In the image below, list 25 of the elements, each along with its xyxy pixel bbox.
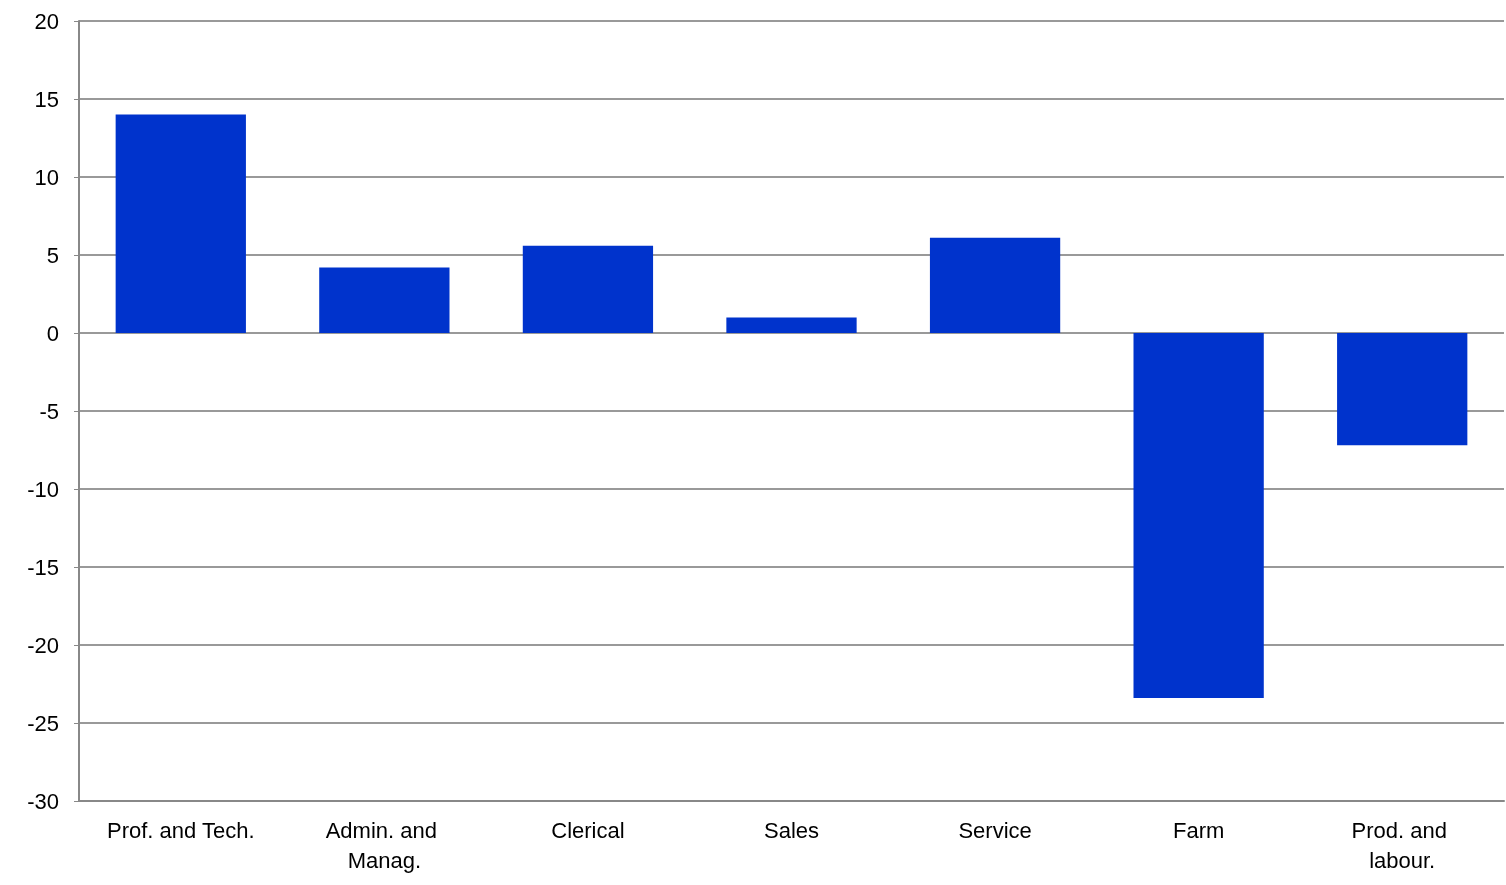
y-tick-label: -15 (27, 554, 59, 580)
x-tick-label: Service (958, 817, 1032, 843)
x-tick-label: Prod. and labour. (1351, 817, 1453, 873)
y-tick-label: -25 (27, 710, 59, 736)
x-tick-label: Sales (763, 817, 820, 843)
y-tick-label: 5 (46, 242, 59, 268)
y-tick-label: 20 (34, 8, 59, 34)
y-tick-label: -10 (27, 476, 59, 502)
bar (115, 114, 246, 333)
y-tick-label: -5 (39, 398, 59, 424)
bar (319, 267, 450, 333)
x-tick-label: Clerical (551, 817, 625, 843)
y-tick-label: 15 (34, 86, 59, 112)
bar (1133, 333, 1264, 699)
bar (522, 245, 654, 333)
y-tick-label: 0 (46, 320, 59, 346)
x-tick-label: Prof. and Tech. (107, 817, 255, 843)
bar (1337, 333, 1468, 446)
y-tick-label: -20 (27, 632, 59, 658)
y-tick-label: -30 (27, 788, 59, 814)
x-tick-label: Farm (1172, 817, 1225, 843)
bar (929, 237, 1061, 333)
x-tick-label: Admin. and Manag. (325, 817, 444, 873)
bar (726, 317, 857, 333)
y-tick-label: 10 (34, 164, 59, 190)
